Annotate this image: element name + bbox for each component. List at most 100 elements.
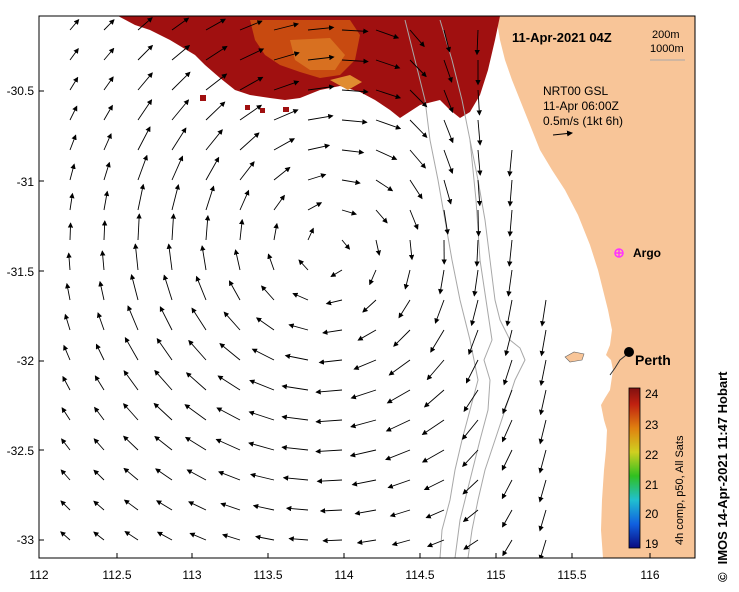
current-arrow	[66, 252, 72, 271]
current-arrow	[239, 132, 260, 151]
current-arrow	[350, 419, 377, 429]
current-arrow	[205, 18, 226, 31]
current-arrow	[123, 370, 139, 391]
current-arrow	[69, 47, 79, 61]
current-arrow	[375, 149, 398, 160]
current-arrow	[315, 389, 343, 395]
current-arrow	[93, 438, 105, 451]
current-arrow	[443, 209, 450, 235]
current-arrow	[215, 438, 241, 451]
current-arrow	[205, 73, 228, 91]
current-arrow	[64, 313, 71, 331]
current-arrow	[538, 479, 547, 503]
current-arrow	[298, 259, 309, 271]
perth-label: Perth	[635, 352, 671, 368]
current-arrow	[375, 59, 401, 70]
current-arrow	[255, 317, 275, 331]
current-arrow	[239, 104, 263, 121]
current-arrow	[409, 209, 419, 230]
current-arrow	[423, 479, 445, 491]
y-axis: -30.5 -31 -31.5 -32 -32.5 -33	[7, 84, 35, 547]
colorbar-tick: 22	[645, 448, 659, 462]
x-tick-label: 112	[29, 568, 48, 582]
current-arrow	[502, 389, 513, 415]
copyright-symbol: ©	[715, 572, 730, 582]
current-arrow	[315, 448, 343, 455]
y-tick-label: -30.5	[7, 84, 35, 98]
current-arrow	[217, 375, 241, 391]
current-arrow	[103, 104, 113, 121]
current-arrow	[154, 435, 173, 451]
current-arrow	[470, 299, 479, 327]
current-arrow	[218, 470, 241, 481]
current-arrow	[386, 389, 411, 404]
current-arrow	[307, 113, 334, 121]
current-arrow	[162, 274, 173, 301]
y-tick-label: -32.5	[7, 444, 35, 458]
current-arrow	[96, 312, 105, 331]
current-arrow	[195, 275, 207, 301]
current-arrow	[316, 478, 343, 484]
current-arrow	[357, 329, 377, 341]
colorbar-tick: 24	[645, 387, 659, 401]
current-arrow	[62, 375, 71, 391]
current-arrow	[425, 509, 445, 519]
current-arrow	[255, 534, 275, 541]
current-arrow	[463, 389, 479, 412]
current-arrow	[205, 45, 228, 61]
current-arrow	[60, 500, 71, 511]
current-arrow	[477, 149, 483, 176]
current-arrow	[281, 445, 309, 451]
x-axis: 112 112.5 113 113.5 114 114.5 115 115.5 …	[29, 568, 659, 582]
current-arrow	[261, 285, 275, 301]
current-arrow	[538, 539, 547, 558]
current-arrow	[189, 532, 207, 541]
current-arrow	[239, 76, 264, 91]
current-arrow	[137, 154, 148, 181]
current-arrow	[443, 89, 454, 113]
current-arrow	[103, 76, 114, 91]
perth-marker	[624, 347, 634, 357]
argo-label: Argo	[633, 246, 661, 260]
current-arrow	[409, 29, 425, 48]
current-arrow	[124, 531, 139, 541]
current-arrow	[349, 449, 377, 458]
current-arrow	[443, 29, 452, 53]
current-arrow	[315, 418, 343, 425]
current-arrow	[369, 269, 377, 286]
x-tick-label: 116	[640, 568, 659, 582]
current-arrow	[223, 311, 241, 331]
current-arrow	[191, 307, 207, 331]
current-arrow	[375, 89, 402, 100]
current-arrow	[538, 449, 547, 474]
current-arrow	[325, 299, 343, 306]
current-arrow	[539, 359, 547, 386]
current-arrow	[387, 479, 411, 489]
current-arrow	[421, 419, 445, 436]
current-arrow	[281, 384, 309, 391]
colorbar-tick: 19	[645, 537, 659, 551]
colorbar: 24 23 22 21 20 19 4h comp, p50, All Sats	[628, 387, 686, 551]
y-tick-label: -31.5	[7, 265, 35, 279]
current-arrow	[137, 126, 151, 151]
current-arrow	[421, 449, 445, 463]
current-arrow	[137, 17, 153, 31]
current-arrow	[185, 372, 207, 391]
current-arrow	[341, 209, 357, 216]
current-arrow	[501, 449, 513, 471]
current-arrow	[467, 329, 479, 355]
current-arrow	[507, 239, 513, 267]
current-arrow	[375, 239, 381, 256]
current-arrow	[69, 19, 80, 31]
current-arrow	[127, 305, 139, 331]
current-arrow	[156, 531, 173, 541]
current-arrow	[123, 403, 139, 421]
current-arrow	[205, 129, 223, 151]
current-arrow	[307, 173, 327, 181]
current-arrow	[136, 213, 142, 241]
current-arrow	[171, 184, 180, 211]
current-arrow	[362, 299, 377, 313]
rottnest-island	[564, 351, 585, 363]
current-time: 11-Apr 06:00Z	[543, 99, 619, 113]
current-arrow	[93, 500, 105, 511]
